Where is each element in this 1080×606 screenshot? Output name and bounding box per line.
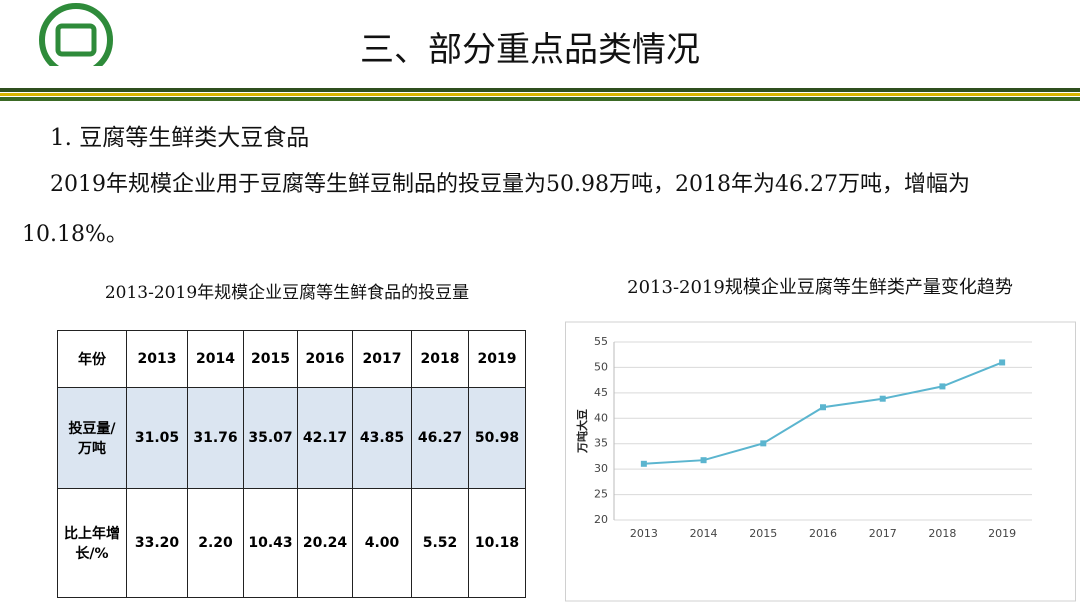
x-tick-label: 2019 [988,527,1016,540]
y-tick-label: 55 [594,335,608,348]
table-cell: 20.24 [297,488,353,598]
header-cell: 年份 [57,330,127,388]
marker [640,460,647,467]
y-tick-label: 25 [594,488,608,501]
marker [999,359,1006,366]
paragraph: 2019年规模企业用于豆腐等生鲜豆制品的投豆量为50.98万吨，2018年为46… [22,172,970,247]
y-tick-label: 50 [594,360,608,373]
x-tick-label: 2014 [690,527,718,540]
logo-icon [55,23,97,57]
table-title: 2013-2019年规模企业豆腐等生鲜食品的投豆量 [104,283,470,303]
table-cell: 2.20 [187,488,244,598]
slide-title: 三、部分重点品类情况 [360,30,700,70]
marker [760,440,767,447]
x-tick-label: 2018 [928,527,956,540]
y-tick-label: 30 [594,462,608,475]
table-cell: 50.98 [468,387,526,489]
y-tick-label: 20 [594,513,608,526]
marker [879,395,886,402]
header-cell: 2017 [352,330,412,388]
table-cell: 10.43 [243,488,298,598]
x-tick-label: 2015 [749,527,777,540]
line [643,361,1003,465]
logo-base [48,66,104,78]
header-cell: 2016 [297,330,353,388]
table-cell: 10.18 [468,488,526,598]
table-cell: 5.52 [411,488,469,598]
logo-ring [39,3,113,77]
table-cell: 42.17 [297,387,353,489]
x-tick-label: 2017 [869,527,897,540]
y-axis-label: 万吨大豆 [575,409,589,454]
section-heading: 1. 豆腐等生鲜类大豆食品 [50,125,310,151]
table-cell: 35.07 [243,387,298,489]
header-cell: 2018 [411,330,469,388]
data-table: 年份 2013 2014 2015 2016 2017 2018 2019 投豆量/万吨 31.0… [57,330,526,598]
table-cell: 31.76 [187,387,244,489]
header-cell: 2014 [187,330,244,388]
header-cell: 2015 [243,330,298,388]
stripe [0,88,1080,92]
stripe [0,93,1080,96]
y-tick-label: 45 [594,386,608,399]
table-row: 投豆量/万吨 31.05 31.76 35.07 42.17 43.85 46.27 50.9… [57,387,526,489]
table-cell: 43.85 [352,387,412,489]
line-chart: 2013-2019规模企业豆腐等生鲜类产量变化趋势 万吨大豆 20 25 30 35 4… [565,277,1076,602]
chart-frame [565,321,1076,602]
table-row: 比上年增长/% 33.20 2.20 10.43 20.24 4.00 5.52 10.18 [57,488,526,598]
table-cell: 31.05 [126,387,188,489]
marker [700,457,707,464]
table-row: 年份 2013 2014 2015 2016 2017 2018 2019 [57,330,526,388]
header-cell: 2013 [126,330,188,388]
marker [820,404,826,411]
x-tick-label: 2013 [630,527,658,540]
table-cell: 投豆量/万吨 [57,387,127,489]
header-cell: 2019 [468,330,526,388]
table-cell: 33.20 [126,488,188,598]
stripe [0,97,1080,101]
marker [939,383,946,390]
header-graphics [0,3,1080,101]
x-tick-label: 2016 [809,527,837,540]
table-cell: 比上年增长/% [57,488,127,598]
table-cell: 4.00 [352,488,412,598]
y-tick-label: 35 [594,437,608,450]
chart-title: 2013-2019规模企业豆腐等生鲜类产量变化趋势 [627,277,1013,298]
table-cell: 46.27 [411,387,469,489]
y-tick-label: 40 [594,411,608,424]
